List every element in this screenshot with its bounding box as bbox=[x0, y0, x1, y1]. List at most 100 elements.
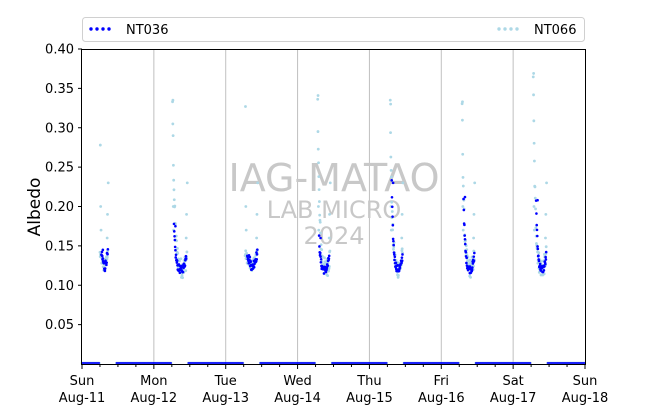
data-point bbox=[178, 259, 181, 263]
data-point bbox=[326, 274, 330, 277]
data-point bbox=[316, 147, 320, 151]
data-point bbox=[461, 205, 465, 208]
data-point bbox=[171, 134, 175, 138]
x-tick-label-date: Aug-12 bbox=[131, 391, 178, 406]
data-point bbox=[472, 259, 476, 263]
data-point bbox=[532, 141, 536, 145]
data-point bbox=[324, 270, 328, 274]
watermark-line3: 2024 bbox=[303, 222, 364, 250]
data-point bbox=[316, 94, 320, 97]
data-point bbox=[391, 223, 395, 227]
x-tick-label-day: Sat bbox=[502, 374, 523, 389]
data-point bbox=[532, 205, 536, 208]
data-point bbox=[184, 254, 188, 258]
data-point bbox=[390, 195, 394, 199]
data-point bbox=[98, 143, 102, 147]
data-point bbox=[544, 262, 547, 266]
data-point bbox=[392, 243, 395, 247]
baseline-point bbox=[242, 362, 244, 364]
data-point bbox=[532, 93, 535, 97]
data-point bbox=[537, 251, 541, 255]
data-point bbox=[463, 242, 467, 246]
data-point bbox=[465, 256, 468, 260]
data-point bbox=[105, 263, 108, 267]
data-point bbox=[471, 266, 474, 269]
data-point bbox=[174, 224, 177, 228]
data-point bbox=[185, 181, 189, 185]
data-point bbox=[105, 255, 109, 259]
data-point bbox=[171, 205, 175, 208]
data-point bbox=[390, 210, 394, 213]
data-point bbox=[390, 179, 394, 182]
data-point bbox=[176, 247, 179, 250]
data-point bbox=[328, 249, 332, 253]
data-point bbox=[539, 260, 543, 263]
baseline-point bbox=[313, 362, 316, 364]
data-point bbox=[531, 75, 535, 79]
data-point bbox=[318, 220, 322, 224]
data-point bbox=[537, 254, 540, 258]
data-point bbox=[463, 195, 467, 199]
legend-marker-nt036 bbox=[107, 27, 111, 31]
data-point bbox=[317, 175, 321, 179]
y-tick-label: 0.05 bbox=[45, 318, 74, 333]
legend-marker-nt036 bbox=[101, 27, 105, 31]
data-point bbox=[535, 228, 539, 232]
data-point bbox=[172, 188, 176, 192]
data-point bbox=[105, 236, 109, 240]
data-point bbox=[392, 247, 395, 251]
legend-marker-nt036 bbox=[89, 27, 93, 31]
data-point bbox=[180, 273, 184, 277]
data-point bbox=[256, 181, 260, 185]
data-point bbox=[328, 181, 332, 185]
baseline-point bbox=[98, 362, 101, 364]
data-point bbox=[393, 258, 396, 262]
data-point bbox=[392, 239, 395, 243]
data-point bbox=[398, 266, 402, 270]
data-point bbox=[532, 228, 536, 232]
legend-label-nt036: NT036 bbox=[126, 23, 168, 38]
data-point bbox=[390, 175, 393, 179]
data-point bbox=[400, 259, 404, 263]
data-point bbox=[537, 270, 541, 274]
data-point bbox=[185, 250, 189, 254]
data-point bbox=[321, 254, 324, 258]
data-point bbox=[401, 253, 404, 256]
data-point bbox=[256, 248, 259, 251]
data-point bbox=[472, 236, 476, 240]
data-point bbox=[400, 236, 404, 240]
data-point bbox=[317, 228, 321, 232]
data-point bbox=[318, 245, 321, 248]
data-point bbox=[255, 251, 258, 254]
data-point bbox=[185, 212, 188, 216]
legend-marker-nt066 bbox=[503, 27, 507, 31]
x-tick-label-date: Aug-15 bbox=[346, 391, 393, 406]
data-point bbox=[173, 238, 177, 242]
y-axis-label: Albedo bbox=[25, 178, 45, 237]
data-point bbox=[100, 250, 104, 254]
data-point bbox=[533, 185, 537, 189]
data-point bbox=[464, 250, 468, 254]
data-point bbox=[542, 269, 546, 272]
y-tick-label: 0.10 bbox=[45, 279, 74, 294]
data-point bbox=[463, 237, 467, 241]
data-point bbox=[174, 248, 177, 252]
data-point bbox=[319, 257, 323, 261]
data-point bbox=[544, 258, 548, 261]
data-point bbox=[319, 255, 322, 258]
data-point bbox=[389, 155, 393, 159]
data-point bbox=[461, 184, 465, 188]
watermark: IAG-MATAO LAB MICRO 2024 bbox=[228, 156, 439, 250]
data-point bbox=[175, 261, 179, 264]
data-point bbox=[174, 253, 178, 257]
data-point bbox=[532, 119, 536, 123]
data-point bbox=[317, 161, 320, 165]
data-point bbox=[181, 270, 185, 274]
data-point bbox=[537, 259, 541, 263]
data-point bbox=[318, 251, 322, 255]
data-point bbox=[245, 251, 248, 255]
data-point bbox=[470, 268, 474, 272]
data-point bbox=[539, 269, 543, 272]
legend-marker-nt036 bbox=[95, 27, 99, 31]
x-tick-label-day: Mon bbox=[140, 374, 167, 389]
